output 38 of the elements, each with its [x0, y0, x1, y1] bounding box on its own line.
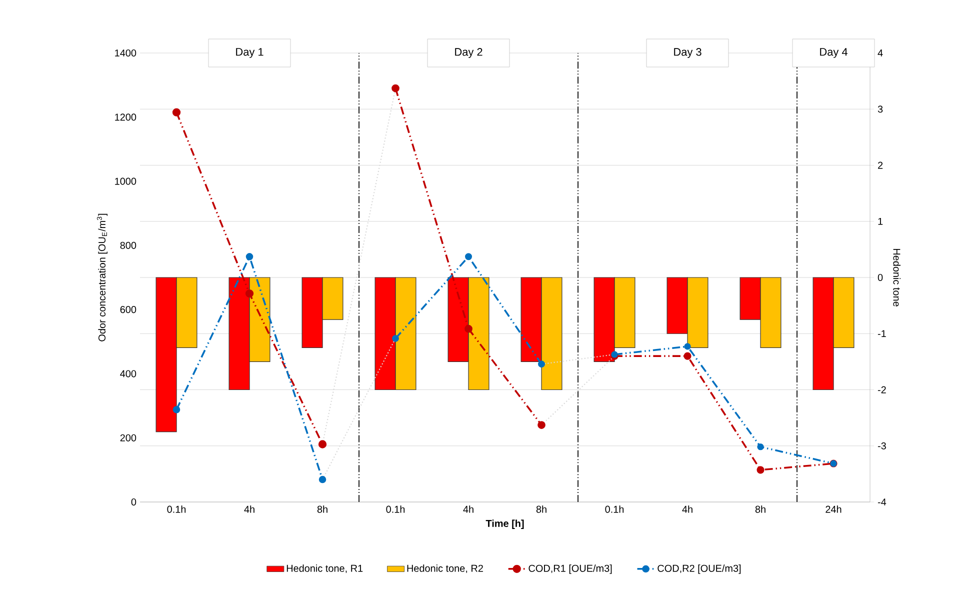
y2-tick-label: 2	[878, 162, 883, 169]
annotation: Day 2	[455, 48, 482, 58]
x-tick-label: 4h	[463, 506, 474, 513]
x-tick-label: 0.1h	[605, 506, 624, 513]
x-tick-label: 8h	[536, 506, 546, 513]
annotation: Day 1	[236, 48, 264, 58]
x-tick-label: 4h	[244, 506, 254, 513]
x-tick-label: 8h	[317, 506, 328, 513]
legend-label: Hedonic tone, R1	[286, 564, 363, 574]
legend-label: COD,R1 [OUE/m3]	[528, 564, 612, 574]
y-tick-label: 1000	[115, 178, 136, 185]
y2-tick-label: -2	[878, 386, 886, 394]
x-tick-label: 0.1h	[386, 506, 405, 513]
y-tick-label: 1200	[115, 114, 136, 121]
y-tick-label: 600	[120, 306, 136, 314]
y-axis-title: Odor concentration [OU$_{E}$/m$^{3}$]	[96, 214, 108, 342]
x-tick-label: 4h	[682, 506, 692, 513]
y2-tick-label: 1	[878, 218, 883, 225]
y2-tick-label: -4	[878, 498, 886, 506]
y-tick-label: 1400	[115, 49, 136, 57]
x-tick-label: 24h	[826, 506, 842, 513]
x-tick-label: 8h	[755, 506, 766, 513]
y-tick-label: 800	[120, 242, 136, 249]
y2-tick-label: -3	[878, 442, 886, 450]
legend-label: Hedonic tone, R2	[407, 564, 483, 574]
legend-label: COD,R2 [OUE/m3]	[658, 564, 741, 574]
y2-tick-label: 4	[878, 50, 883, 56]
x-axis-title: Time [h]	[486, 520, 524, 529]
y2-tick-label: -1	[878, 330, 886, 338]
y-tick-label: 400	[120, 370, 136, 378]
annotation: Day 4	[820, 48, 848, 58]
y2-tick-label: 0	[878, 274, 883, 282]
y-tick-label: 0	[131, 498, 136, 506]
x-tick-label: 0.1h	[167, 506, 186, 513]
y2-tick-label: 3	[878, 106, 883, 113]
y2-axis-title: Hedonic tone	[893, 248, 901, 306]
annotation: Day 3	[674, 48, 702, 58]
y-tick-label: 200	[120, 434, 136, 442]
